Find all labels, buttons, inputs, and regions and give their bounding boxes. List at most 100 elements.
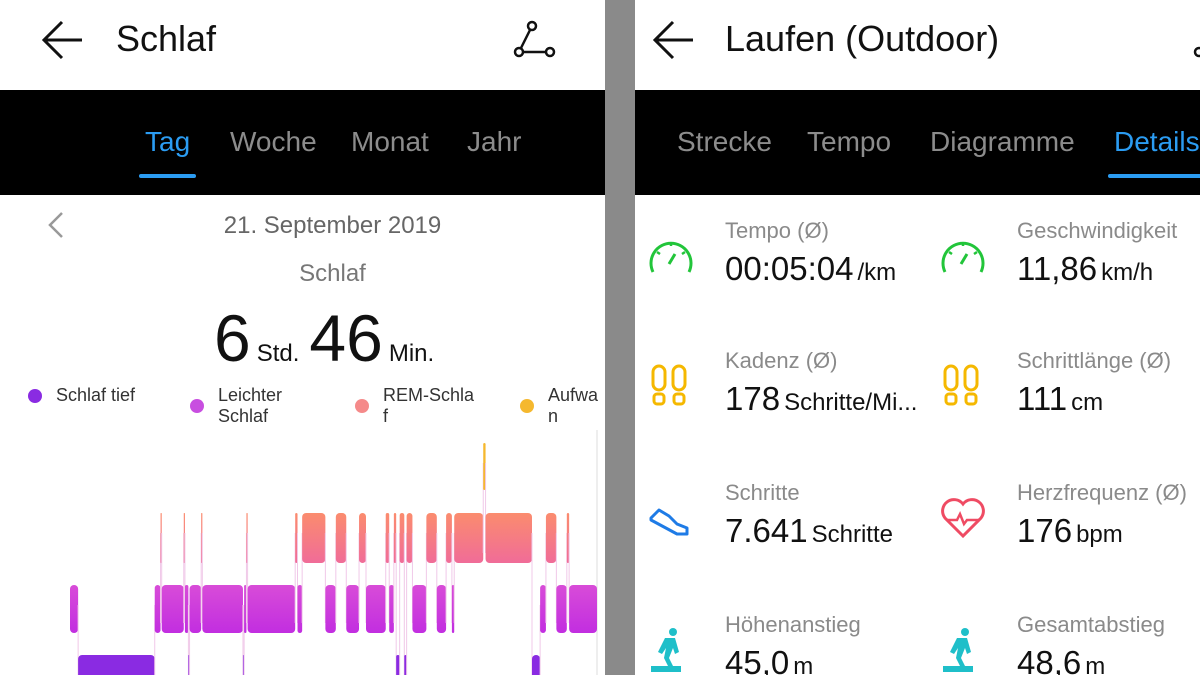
- sleep-subtitle: Schlaf: [299, 260, 366, 287]
- tab-strecke[interactable]: Strecke: [677, 126, 772, 157]
- legend-label: Schlaf tief: [56, 385, 136, 405]
- stat-label: Kadenz (Ø): [725, 348, 838, 373]
- stat-label: Gesamtabstieg: [1017, 612, 1165, 637]
- rem-segment: [295, 513, 298, 563]
- run-panel: Laufen (Outdoor) Strecke Tempo Diagramme…: [635, 0, 1200, 675]
- stat-value: 176 bpm: [1017, 512, 1123, 549]
- rem-segment: [393, 513, 397, 563]
- deep-sleep-segment: [404, 655, 407, 675]
- stat-label: Schrittlänge (Ø): [1017, 348, 1172, 373]
- sleep-duration: 6 Std. 46 Min.: [214, 300, 444, 376]
- rem-segment: [302, 513, 326, 563]
- panel-divider: [605, 0, 635, 675]
- run-header: Laufen (Outdoor): [635, 0, 1200, 90]
- light-sleep-segment: [161, 585, 184, 633]
- light-sleep-segment: [184, 585, 189, 633]
- light-sleep-segment: [189, 585, 202, 633]
- hiker-icon: [943, 628, 973, 672]
- stat-value: 45,0 m: [725, 644, 814, 675]
- speedometer-icon: [941, 241, 985, 273]
- page-title: Schlaf: [116, 18, 217, 59]
- page-title: Laufen (Outdoor): [725, 18, 1000, 59]
- stat-value: 11,86 km/h: [1017, 250, 1154, 287]
- stat-label: Höhenanstieg: [725, 612, 861, 637]
- stat-label: Herzfrequenz (Ø): [1017, 480, 1187, 505]
- light-sleep-segment: [202, 585, 243, 633]
- stat-value: 7.641 Schritte: [725, 512, 893, 549]
- hiker-icon: [651, 628, 681, 672]
- rem-segment: [335, 513, 347, 563]
- light-sleep-segment: [346, 585, 360, 633]
- minutes-unit: Min.: [388, 340, 435, 367]
- light-sleep-segment: [297, 585, 303, 633]
- footprints-icon: [943, 364, 979, 406]
- back-arrow-icon[interactable]: [651, 18, 699, 62]
- back-arrow-icon[interactable]: [40, 18, 88, 62]
- rem-segment: [359, 513, 367, 563]
- light-sleep-segment: [325, 585, 336, 633]
- light-sleep-segment: [389, 585, 394, 633]
- light-sleep-segment: [70, 585, 79, 633]
- awake-segment: [483, 443, 486, 490]
- speedometer-icon: [649, 241, 693, 273]
- light-sleep-segment: [451, 585, 455, 633]
- tab-monat[interactable]: Monat: [351, 126, 429, 157]
- rem-segment: [446, 513, 452, 563]
- minutes-value: 46: [309, 301, 383, 375]
- tab-tempo[interactable]: Tempo: [807, 126, 892, 157]
- stat-value: 48,6 m: [1017, 644, 1106, 675]
- legend-dot: [190, 399, 204, 413]
- stat-label: Tempo (Ø): [725, 218, 829, 243]
- hours-value: 6: [214, 301, 251, 375]
- share-route-icon[interactable]: [512, 20, 558, 60]
- light-sleep-segment: [569, 585, 597, 633]
- stat-label: Geschwindigkeit: [1017, 218, 1178, 243]
- hours-unit: Std.: [256, 340, 300, 367]
- light-sleep-segment: [436, 585, 447, 633]
- period-tabs: Tag Woche Monat Jahr: [0, 90, 605, 195]
- rem-segment: [406, 513, 413, 563]
- legend-dot: [355, 399, 369, 413]
- legend-item: REM-Schla f: [355, 385, 474, 427]
- rem-segment: [454, 513, 484, 563]
- heart-rate-icon: [941, 498, 985, 539]
- rem-segment: [545, 513, 557, 563]
- stat-value: 178 Schritte/Mi...: [725, 380, 918, 417]
- share-route-icon[interactable]: [1190, 20, 1200, 60]
- legend-item: Leichter Schlaf: [190, 385, 282, 427]
- rem-segment: [566, 513, 570, 563]
- deep-sleep-segment: [396, 655, 400, 675]
- sleep-panel: Schlaf Tag Woche Monat Jahr 21. Septembe…: [0, 0, 605, 675]
- legend-item: Schlaf tief: [28, 385, 135, 406]
- tab-woche[interactable]: Woche: [230, 126, 317, 157]
- legend-label: Aufwa n: [548, 385, 599, 426]
- light-sleep-segment: [247, 585, 296, 633]
- legend-dot: [520, 399, 534, 413]
- deep-sleep-segment: [531, 655, 541, 675]
- footprints-icon: [651, 364, 687, 406]
- deep-sleep-segment: [78, 655, 155, 675]
- legend-label: Leichter Schlaf: [218, 385, 283, 426]
- tab-jahr[interactable]: Jahr: [467, 126, 522, 157]
- light-sleep-segment: [244, 585, 247, 633]
- light-sleep-segment: [540, 585, 546, 633]
- previous-day-icon[interactable]: [45, 210, 67, 240]
- sleep-header: Schlaf: [0, 0, 605, 90]
- rem-segment: [426, 513, 437, 563]
- light-sleep-segment: [154, 585, 161, 633]
- tab-diagramme[interactable]: Diagramme: [930, 126, 1075, 157]
- legend-dot: [28, 388, 42, 403]
- legend-item: Aufwa n: [520, 385, 598, 427]
- shoe-icon: [649, 508, 689, 536]
- rem-segment: [385, 513, 390, 563]
- sleep-stage-chart: [70, 430, 598, 675]
- legend-label: REM-Schla f: [383, 385, 475, 426]
- date-label: 21. September 2019: [223, 212, 442, 239]
- tab-tag[interactable]: Tag: [138, 126, 197, 178]
- light-sleep-segment: [412, 585, 427, 633]
- light-sleep-segment: [366, 585, 386, 633]
- stat-value: 00:05:04/km: [725, 250, 897, 287]
- rem-segment: [485, 513, 532, 563]
- light-sleep-segment: [556, 585, 567, 633]
- tab-details[interactable]: Details: [1108, 126, 1200, 178]
